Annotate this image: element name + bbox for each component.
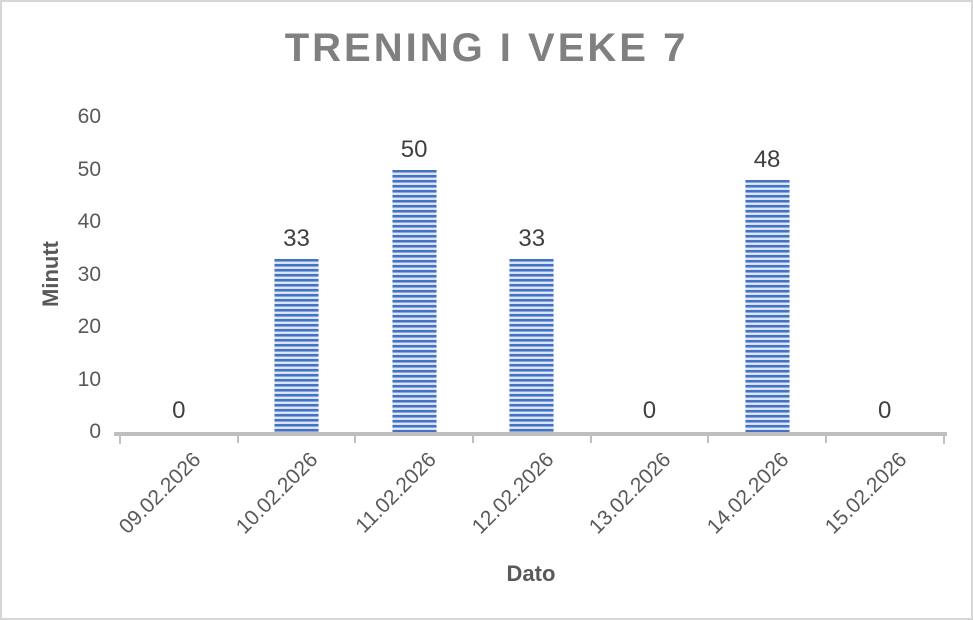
x-axis-tick-label: 12.02.2026 [467,448,559,539]
bar-value-label: 50 [400,135,428,163]
x-axis-tick-label: 14.02.2026 [702,448,794,539]
x-axis-line [114,432,947,436]
bar-value-label: 33 [283,224,310,252]
x-axis-tick-label: 13.02.2026 [585,448,676,539]
y-axis-tick-label: 60 [77,105,101,128]
bar [744,180,790,432]
bar-value-label: 48 [753,146,781,173]
axis-tick-mark [824,432,827,443]
axis-tick-mark [354,432,357,443]
axis-tick-mark [119,432,121,444]
x-axis-tick-label: 10.02.2026 [232,448,323,539]
y-axis-tick-label: 40 [77,210,101,233]
bar-value-label: 0 [172,397,186,424]
y-axis-tick-label: 10 [77,367,101,391]
bar [391,169,437,432]
axis-tick-mark [942,432,945,444]
axis-tick-mark [471,432,474,443]
axis-tick-mark [707,432,710,443]
axis-tick-mark [589,432,592,443]
bar [509,258,555,432]
chart-title: TRENING I VEKE 7 [284,26,689,70]
x-axis-tick-label: 09.02.2026 [114,448,206,539]
x-axis-tick-label: 11.02.2026 [350,448,441,538]
bar [273,258,319,432]
x-axis-tick-label: 15.02.2026 [820,448,911,539]
y-axis-tick-label: 30 [77,262,101,286]
x-axis-title: Dato [506,561,556,586]
y-axis-tick-label: 50 [77,157,101,181]
axis-tick-mark [236,432,239,443]
bar-value-label: 0 [642,397,657,424]
bar-value-label: 33 [518,224,546,252]
bar-value-label: 0 [878,397,892,424]
y-axis-tick-label: 0 [89,420,101,443]
y-axis-tick-label: 20 [77,315,101,338]
